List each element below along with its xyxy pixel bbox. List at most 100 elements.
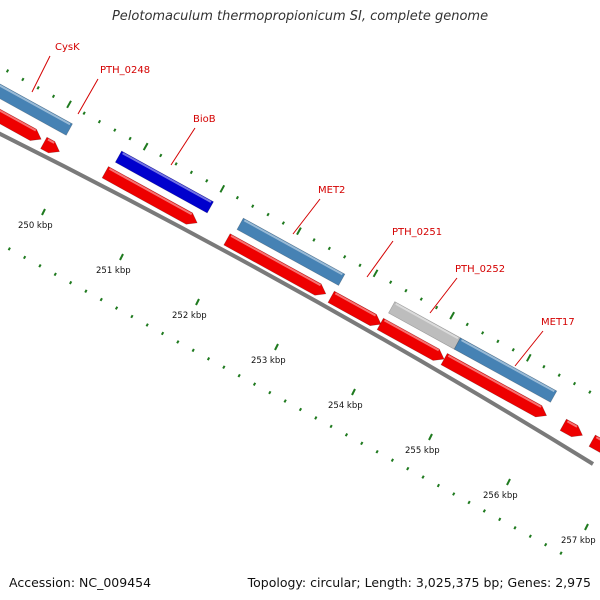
outer-track-tick — [496, 339, 500, 344]
pth0248-bar-highlight — [47, 138, 55, 144]
outer-track-tick — [174, 162, 178, 166]
outer-track-tick — [235, 195, 239, 200]
cysk-reverse-bar-highlight — [0, 109, 37, 132]
ruler-minor-tick — [559, 551, 563, 555]
ruler-minor-tick — [84, 289, 88, 293]
met2-reverse-bar — [223, 233, 327, 296]
gene-label-pth0248: PTH_0248 — [100, 65, 150, 76]
ruler-major-tick — [506, 478, 511, 486]
pth0252-feature-bar-highlight — [395, 303, 459, 340]
pth0251-bar-highlight — [334, 292, 377, 317]
ruler-minor-tick — [176, 340, 180, 344]
outer-track-tick — [572, 381, 577, 386]
gene-label-met2: MET2 — [318, 185, 345, 196]
ruler-minor-tick — [206, 357, 211, 361]
outer-track-tick — [159, 153, 163, 158]
ruler-minor-tick — [237, 373, 241, 378]
accession-text: Accession: NC_009454 — [9, 575, 152, 590]
cysk-feature-bar — [0, 83, 73, 136]
outer-track-tick — [465, 322, 469, 327]
ruler-minor-tick — [513, 526, 517, 530]
ruler-minor-tick — [436, 483, 440, 488]
outer-track-tick — [51, 94, 56, 99]
gene-label-cysk: CysK — [55, 42, 80, 53]
outer-track-tick — [404, 288, 408, 293]
gene-leader-line — [292, 198, 321, 235]
ruler-minor-tick — [69, 280, 73, 285]
outer-track-tick — [142, 142, 149, 151]
gene-label-met17: MET17 — [541, 317, 575, 328]
ruler-minor-tick — [406, 466, 410, 471]
ruler-minor-tick — [390, 458, 394, 462]
ruler-minor-tick — [298, 407, 303, 412]
ruler-minor-tick — [130, 314, 134, 319]
met17-feature-bar-highlight — [461, 339, 555, 393]
gene-label-biob: BioB — [193, 114, 216, 125]
pth0251-bar — [327, 290, 382, 327]
outer-track-tick — [82, 111, 86, 115]
ruler-minor-tick — [114, 306, 119, 310]
cysk-reverse-bar — [0, 108, 42, 141]
outer-track-tick — [557, 373, 561, 377]
genome-title: Pelotomaculum thermopropionicum SI, comp… — [111, 9, 489, 24]
ruler-minor-tick — [38, 264, 42, 268]
outer-track-tick — [327, 246, 331, 251]
met17-feature-bar — [453, 337, 558, 403]
ruler-minor-tick — [344, 433, 349, 437]
next-gene-lower-bar — [588, 434, 600, 453]
biob-feature-bar-highlight — [122, 152, 212, 203]
kbp-tick-label: 257 kbp — [561, 536, 596, 546]
next-gene-reverse-bar — [559, 418, 583, 438]
kbp-tick-label: 255 kbp — [405, 446, 440, 456]
gene-label-pth0251: PTH_0251 — [392, 227, 442, 238]
met2-feature-bar — [236, 217, 346, 286]
ruler-major-tick — [584, 523, 589, 531]
gene-leader-line — [514, 330, 544, 367]
met2-feature-bar-highlight — [243, 219, 343, 276]
ruler-major-tick — [351, 388, 356, 396]
outer-track-tick — [205, 179, 209, 183]
gene-leader-line — [429, 277, 458, 314]
ruler-minor-tick — [528, 534, 532, 539]
ruler-minor-tick — [191, 348, 195, 353]
ruler-minor-tick — [145, 323, 149, 327]
biob-feature-bar — [114, 150, 214, 214]
outer-track-tick — [312, 238, 316, 242]
ruler-minor-tick — [99, 297, 103, 302]
gene-label-pth0252: PTH_0252 — [455, 264, 505, 275]
ruler-minor-tick — [283, 399, 287, 403]
outer-track-tick — [358, 263, 362, 268]
ruler-minor-tick — [268, 390, 272, 395]
ruler-minor-tick — [252, 382, 257, 386]
outer-track-tick — [128, 136, 132, 141]
ruler-minor-tick — [53, 272, 57, 277]
met17-reverse-bar-highlight — [447, 354, 542, 408]
ruler-minor-tick — [421, 475, 425, 479]
outer-track-tick — [5, 69, 10, 73]
outer-track-tick — [36, 86, 40, 90]
next-gene-reverse-bar-highlight — [566, 420, 578, 428]
outer-track-tick — [449, 311, 455, 320]
ruler-minor-tick — [482, 509, 486, 513]
ruler-minor-tick — [329, 424, 333, 429]
outer-track-tick — [511, 348, 515, 352]
biob-reverse-bar-highlight — [108, 167, 193, 216]
kbp-tick-label: 252 kbp — [172, 311, 207, 321]
pth0248-bar — [40, 136, 60, 154]
pth0252-reverse-bar — [376, 317, 445, 361]
outer-track-tick — [542, 364, 546, 369]
outer-track-tick — [66, 100, 72, 109]
outer-track-tick — [372, 269, 379, 278]
outer-track-tick — [343, 255, 347, 259]
kbp-tick-label: 251 kbp — [96, 266, 131, 276]
ruler-minor-tick — [467, 500, 471, 505]
ruler-minor-tick — [222, 365, 226, 369]
gene-leader-line — [366, 240, 394, 278]
next-gene-lower-bar-highlight — [595, 436, 600, 441]
met2-reverse-bar-highlight — [230, 235, 321, 287]
pth0252-reverse-bar-highlight — [383, 319, 440, 352]
ruler-major-tick — [41, 208, 46, 216]
gene-leader-line — [77, 78, 99, 115]
kbp-tick-label: 253 kbp — [251, 356, 286, 366]
